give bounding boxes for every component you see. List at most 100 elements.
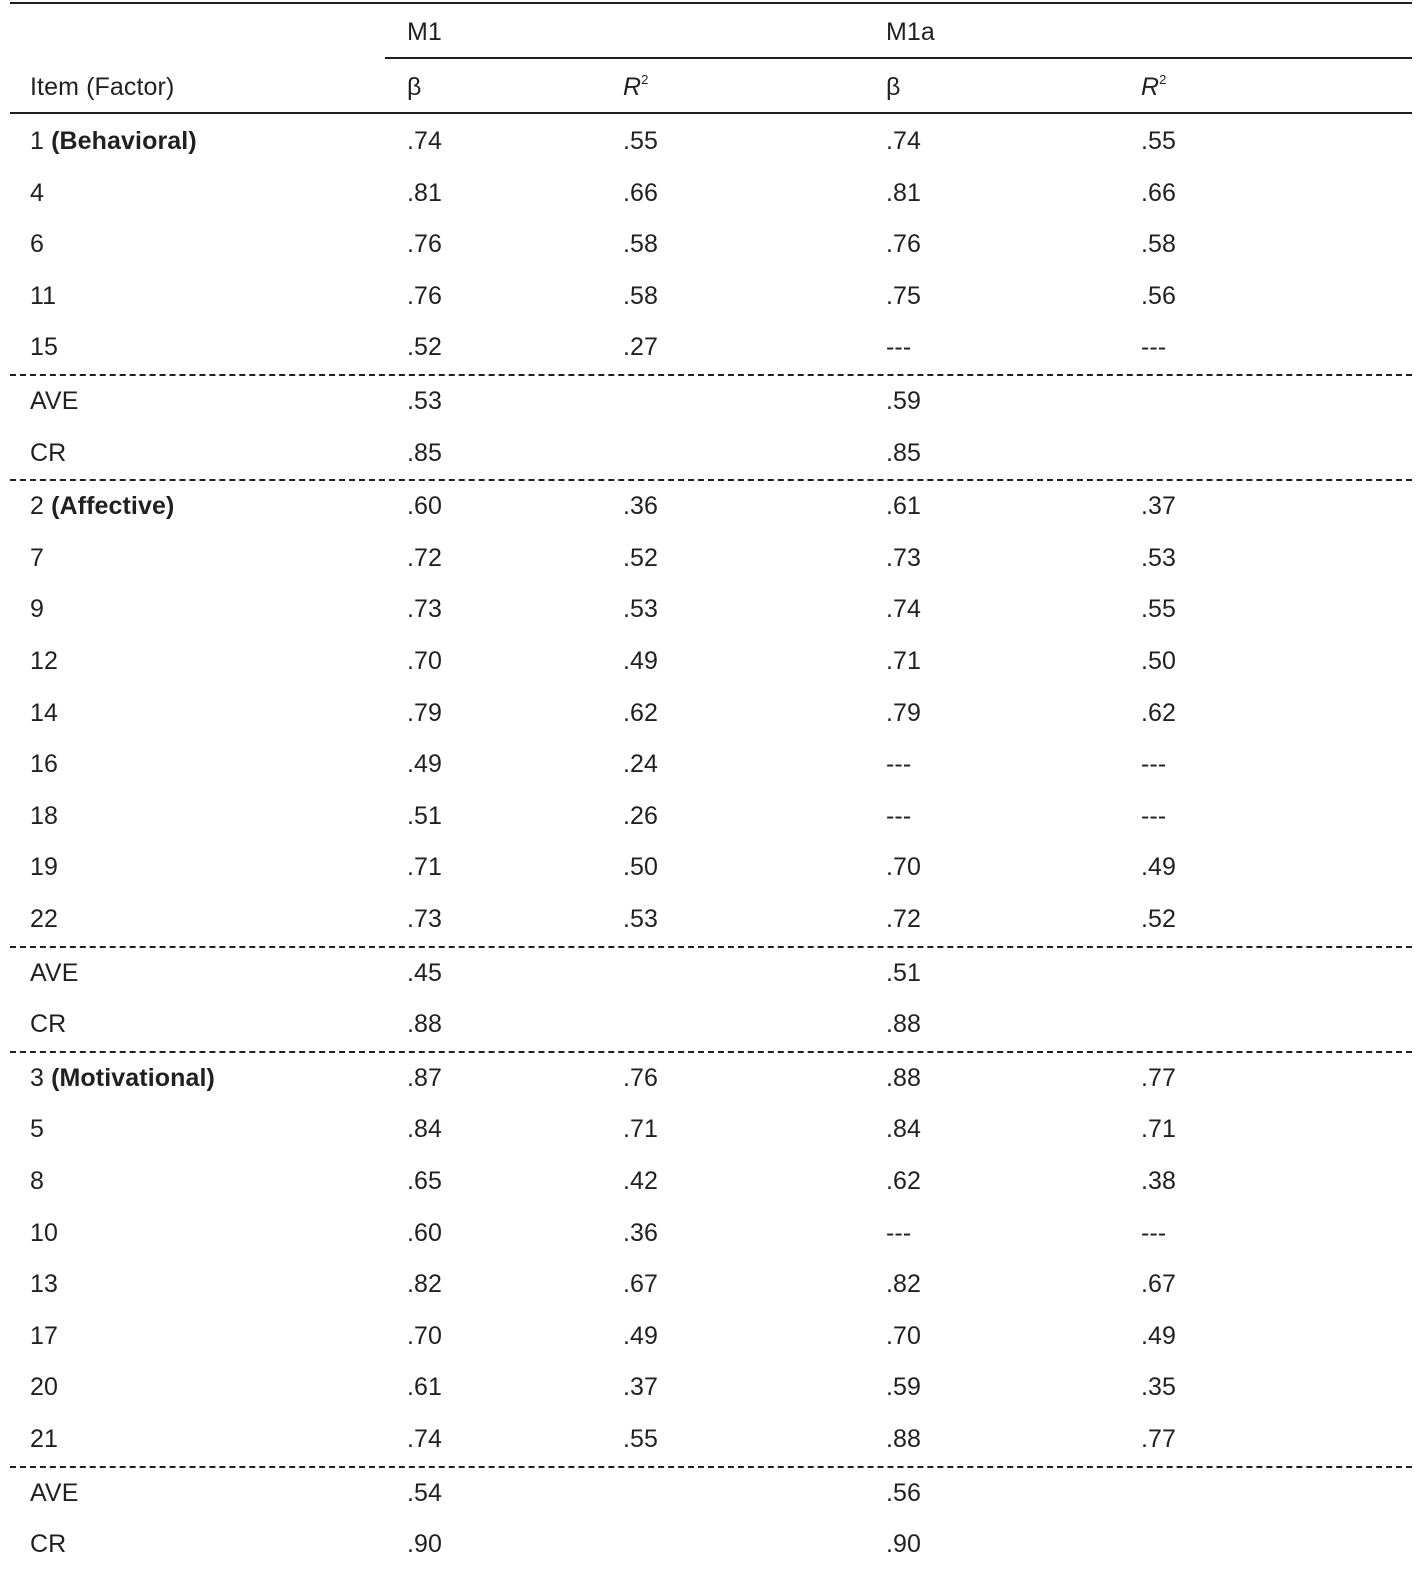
column-header-m1a-r2: R2 bbox=[1141, 60, 1167, 114]
item-number-cell: 18 bbox=[30, 801, 59, 830]
item-number-cell: 21 bbox=[30, 1425, 59, 1453]
r2-letter: R bbox=[623, 73, 642, 101]
factor-number: 1 bbox=[30, 127, 45, 155]
ave-m1-value: .54 bbox=[407, 1478, 443, 1507]
m1-beta-cell: .52 bbox=[407, 333, 443, 362]
m1a-r2-cell: --- bbox=[1141, 333, 1167, 362]
item-number-cell: 16 bbox=[30, 750, 59, 779]
m1-r2-cell: .50 bbox=[623, 853, 659, 882]
item-number-cell: 19 bbox=[30, 853, 59, 882]
m1a-beta-cell: .74 bbox=[886, 127, 922, 155]
m1-beta-cell: .74 bbox=[407, 127, 443, 155]
m1a-r2-cell: .50 bbox=[1141, 647, 1177, 675]
item-number-cell: 15 bbox=[30, 333, 59, 362]
cr-label: CR bbox=[30, 1010, 67, 1039]
item-number-cell: 22 bbox=[30, 905, 59, 933]
m1a-beta-cell: --- bbox=[886, 1218, 912, 1247]
group-underline-rule bbox=[385, 57, 1412, 59]
cr-label: CR bbox=[30, 1530, 67, 1559]
item-number-cell: 11 bbox=[30, 281, 57, 310]
m1-r2-cell: .58 bbox=[623, 230, 659, 259]
m1a-beta-cell: .81 bbox=[886, 178, 922, 207]
m1-beta-cell: .60 bbox=[407, 1218, 443, 1247]
ave-m1-value: .53 bbox=[407, 387, 443, 415]
group-header-m1a: M1a bbox=[886, 18, 935, 46]
m1a-r2-cell: .37 bbox=[1141, 492, 1177, 521]
m1-r2-cell: .42 bbox=[623, 1167, 659, 1195]
m1-beta-cell: .71 bbox=[407, 853, 443, 882]
m1a-r2-cell: --- bbox=[1141, 1218, 1167, 1247]
factor-name: (Motivational) bbox=[51, 1063, 215, 1092]
r2-exponent: 2 bbox=[1159, 72, 1167, 87]
m1a-r2-cell: .77 bbox=[1141, 1425, 1177, 1453]
m1a-r2-cell: .52 bbox=[1141, 905, 1177, 933]
m1-r2-cell: .67 bbox=[623, 1270, 659, 1299]
m1-r2-cell: .36 bbox=[623, 1218, 659, 1247]
m1-beta-cell: .73 bbox=[407, 595, 443, 624]
m1a-beta-cell: .75 bbox=[886, 281, 922, 310]
ave-m1-value: .45 bbox=[407, 958, 443, 987]
m1-r2-cell: .37 bbox=[623, 1373, 659, 1402]
m1-beta-cell: .81 bbox=[407, 178, 443, 207]
header-bottom-rule bbox=[10, 112, 1412, 114]
m1a-beta-cell: --- bbox=[886, 333, 912, 362]
m1a-r2-cell: .77 bbox=[1141, 1063, 1177, 1092]
m1-r2-cell: .55 bbox=[623, 1425, 659, 1453]
cr-m1-value: .90 bbox=[407, 1530, 443, 1559]
m1-beta-cell: .70 bbox=[407, 1321, 443, 1350]
m1a-r2-cell: .56 bbox=[1141, 281, 1177, 310]
column-header-m1-beta: β bbox=[407, 73, 422, 101]
ave-m1a-value: .59 bbox=[886, 387, 922, 415]
item-number-cell: 14 bbox=[30, 698, 59, 727]
m1-r2-cell: .53 bbox=[623, 905, 659, 933]
m1-beta-cell: .65 bbox=[407, 1167, 443, 1195]
m1a-r2-cell: .55 bbox=[1141, 127, 1177, 155]
cr-m1a-value: .85 bbox=[886, 438, 922, 467]
m1a-r2-cell: .38 bbox=[1141, 1167, 1177, 1195]
column-header-m1-r2: R2 bbox=[623, 60, 649, 114]
top-rule bbox=[10, 2, 1412, 4]
m1a-beta-cell: .62 bbox=[886, 1167, 922, 1195]
m1a-r2-cell: --- bbox=[1141, 801, 1167, 830]
ave-label: AVE bbox=[30, 387, 79, 415]
r2-exponent: 2 bbox=[641, 72, 649, 87]
m1a-r2-cell: .49 bbox=[1141, 1321, 1177, 1350]
m1a-beta-cell: .76 bbox=[886, 230, 922, 259]
m1-r2-cell: .58 bbox=[623, 281, 659, 310]
m1-beta-cell: .76 bbox=[407, 281, 443, 310]
m1-r2-cell: .36 bbox=[623, 492, 659, 521]
m1-beta-cell: .73 bbox=[407, 905, 443, 933]
column-header-m1a-beta: β bbox=[886, 73, 901, 101]
m1-beta-cell: .74 bbox=[407, 1425, 443, 1453]
cr-m1a-value: .88 bbox=[886, 1010, 922, 1039]
m1-r2-cell: .66 bbox=[623, 178, 659, 207]
cr-label: CR bbox=[30, 438, 67, 467]
m1a-beta-cell: .88 bbox=[886, 1425, 922, 1453]
m1a-r2-cell: .62 bbox=[1141, 698, 1177, 727]
m1-r2-cell: .27 bbox=[623, 333, 659, 362]
m1-beta-cell: .82 bbox=[407, 1270, 443, 1299]
m1-beta-cell: .84 bbox=[407, 1115, 443, 1144]
cr-m1-value: .85 bbox=[407, 438, 443, 467]
m1a-r2-cell: .66 bbox=[1141, 178, 1177, 207]
factor-label: 1 (Behavioral) bbox=[30, 115, 197, 167]
m1-r2-cell: .53 bbox=[623, 595, 659, 624]
m1a-beta-cell: .73 bbox=[886, 543, 922, 572]
item-number-cell: 9 bbox=[30, 595, 45, 624]
m1a-r2-cell: .53 bbox=[1141, 543, 1177, 572]
item-number-cell: 5 bbox=[30, 1115, 45, 1144]
m1a-r2-cell: .49 bbox=[1141, 853, 1177, 882]
m1a-beta-cell: .61 bbox=[886, 492, 922, 521]
m1-beta-cell: .51 bbox=[407, 801, 443, 830]
m1-beta-cell: .79 bbox=[407, 698, 443, 727]
m1a-beta-cell: .79 bbox=[886, 698, 922, 727]
item-number-cell: 17 bbox=[30, 1321, 59, 1350]
ave-label: AVE bbox=[30, 958, 79, 987]
m1-r2-cell: .76 bbox=[623, 1063, 659, 1092]
cr-m1a-value: .90 bbox=[886, 1530, 922, 1559]
ave-label: AVE bbox=[30, 1478, 79, 1507]
item-number-cell: 13 bbox=[30, 1270, 59, 1299]
ave-m1a-value: .51 bbox=[886, 958, 922, 987]
item-number-cell: 7 bbox=[30, 543, 45, 572]
factor-number: 3 bbox=[30, 1063, 45, 1092]
